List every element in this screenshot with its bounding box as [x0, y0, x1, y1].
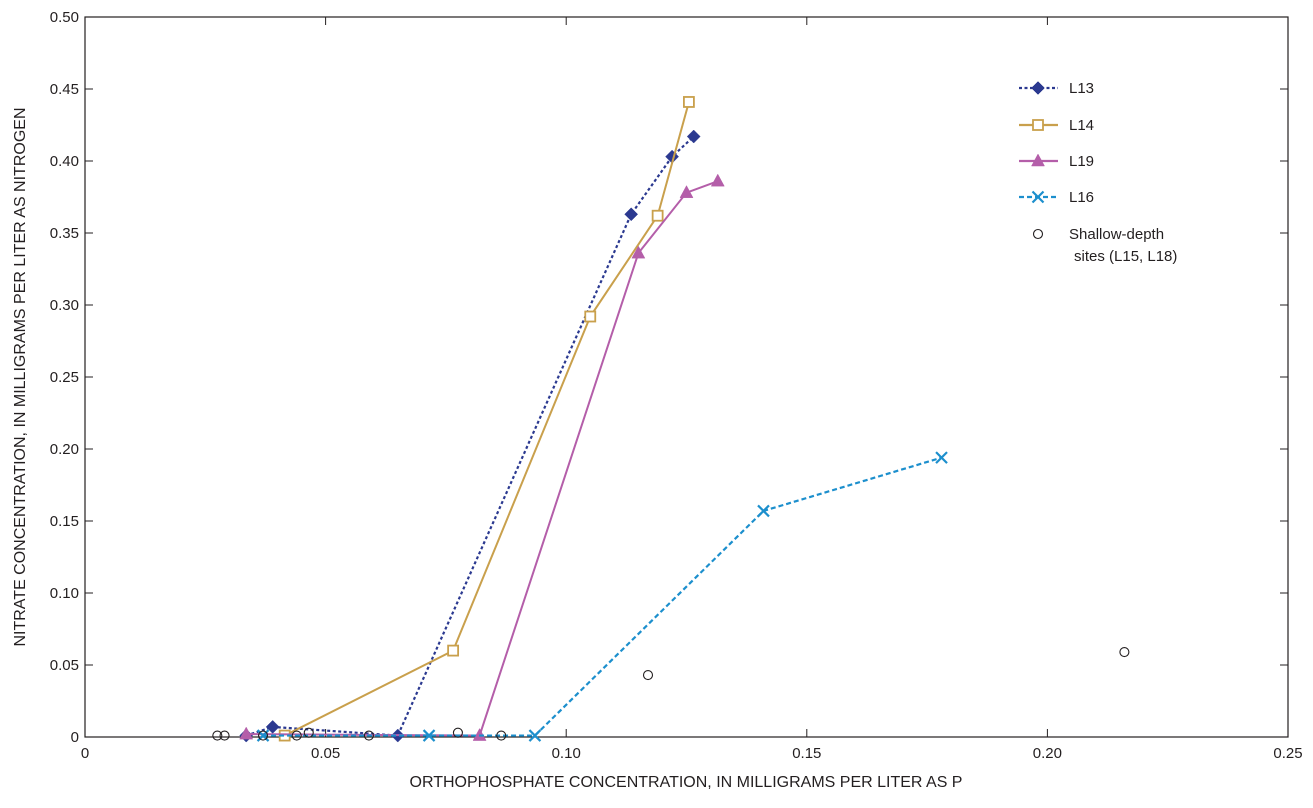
y-tick-label: 0	[71, 729, 79, 746]
y-tick-label: 0.45	[50, 81, 79, 98]
data-point	[710, 173, 725, 187]
series-layer	[212, 96, 1130, 743]
y-tick-label: 0.35	[50, 225, 79, 242]
data-point	[257, 730, 269, 741]
legend-item: L14	[1019, 117, 1094, 134]
data-point	[757, 504, 770, 518]
data-point	[447, 644, 460, 657]
legend-marker	[1031, 81, 1045, 95]
series-l13	[239, 129, 701, 743]
legend-marker	[1031, 153, 1045, 167]
data-point	[291, 730, 302, 741]
data-point	[651, 209, 664, 222]
legend-label: L14	[1069, 117, 1094, 134]
data-point	[212, 730, 223, 741]
y-axis-label: NITRATE CONCENTRATION, IN MILLIGRAMS PER…	[12, 107, 29, 646]
plot-frame	[84, 16, 1289, 738]
y-tick-label: 0.25	[50, 369, 79, 386]
legend-item: Shallow-depth sites (L15, L18)	[1032, 226, 1177, 265]
y-tick-label: 0.40	[50, 153, 79, 170]
y-tick-label: 0.10	[50, 585, 79, 602]
data-point	[686, 129, 701, 144]
data-point	[683, 96, 695, 108]
data-point	[584, 310, 597, 323]
data-point	[1119, 646, 1130, 658]
x-tick-label: 0	[81, 745, 89, 762]
series-l16	[256, 451, 948, 742]
data-point	[256, 729, 270, 742]
legend-item: L13	[1019, 80, 1094, 97]
data-point	[935, 451, 948, 464]
series-line	[246, 180, 719, 737]
y-tick-label: 0.50	[50, 9, 79, 26]
data-point	[496, 730, 507, 741]
data-point	[303, 727, 314, 738]
data-point	[528, 729, 542, 742]
series-line	[263, 456, 942, 737]
data-point	[452, 727, 463, 738]
x-tick-label: 0.25	[1273, 745, 1302, 762]
data-point	[642, 670, 654, 681]
legend-label: L16	[1069, 189, 1094, 206]
legend-label: L19	[1069, 153, 1094, 170]
legend-marker	[1031, 190, 1045, 204]
data-point	[679, 185, 694, 198]
legend-marker	[1032, 119, 1044, 131]
series-l14	[278, 96, 695, 742]
series-shallow-depth-sites-l15-l18	[212, 646, 1130, 741]
legend-item: L19	[1019, 153, 1094, 170]
x-axis-label: ORTHOPHOSPHATE CONCENTRATION, IN MILLIGR…	[410, 774, 963, 791]
data-point	[363, 730, 374, 741]
x-tick-label: 0.20	[1033, 745, 1062, 762]
legend: L13 L14 L19 L16 Shallow-depth sites (L15, L18…	[1019, 80, 1177, 265]
ticks-layer: 0 0.05 0.10 0.15 0.20 0.25 0 0.05 0.10 0.15 0.20 0.…	[50, 9, 1303, 762]
legend-label: sites (L15, L18)	[1074, 248, 1177, 265]
x-tick-label: 0.05	[311, 745, 340, 762]
y-tick-label: 0.15	[50, 513, 79, 530]
data-point	[219, 730, 230, 741]
legend-label: L13	[1069, 80, 1094, 97]
series-line	[284, 101, 690, 737]
data-point	[239, 726, 254, 740]
data-point	[422, 729, 436, 742]
data-point	[631, 245, 646, 259]
legend-label: Shallow-depth	[1069, 226, 1164, 243]
y-tick-label: 0.30	[50, 297, 79, 314]
y-tick-label: 0.05	[50, 657, 79, 674]
x-tick-label: 0.15	[792, 745, 821, 762]
data-point	[624, 207, 639, 222]
legend-marker	[1032, 228, 1044, 240]
series-l19	[239, 173, 725, 741]
x-tick-label: 0.10	[552, 745, 581, 762]
y-tick-label: 0.20	[50, 441, 79, 458]
legend-item: L16	[1019, 189, 1094, 206]
